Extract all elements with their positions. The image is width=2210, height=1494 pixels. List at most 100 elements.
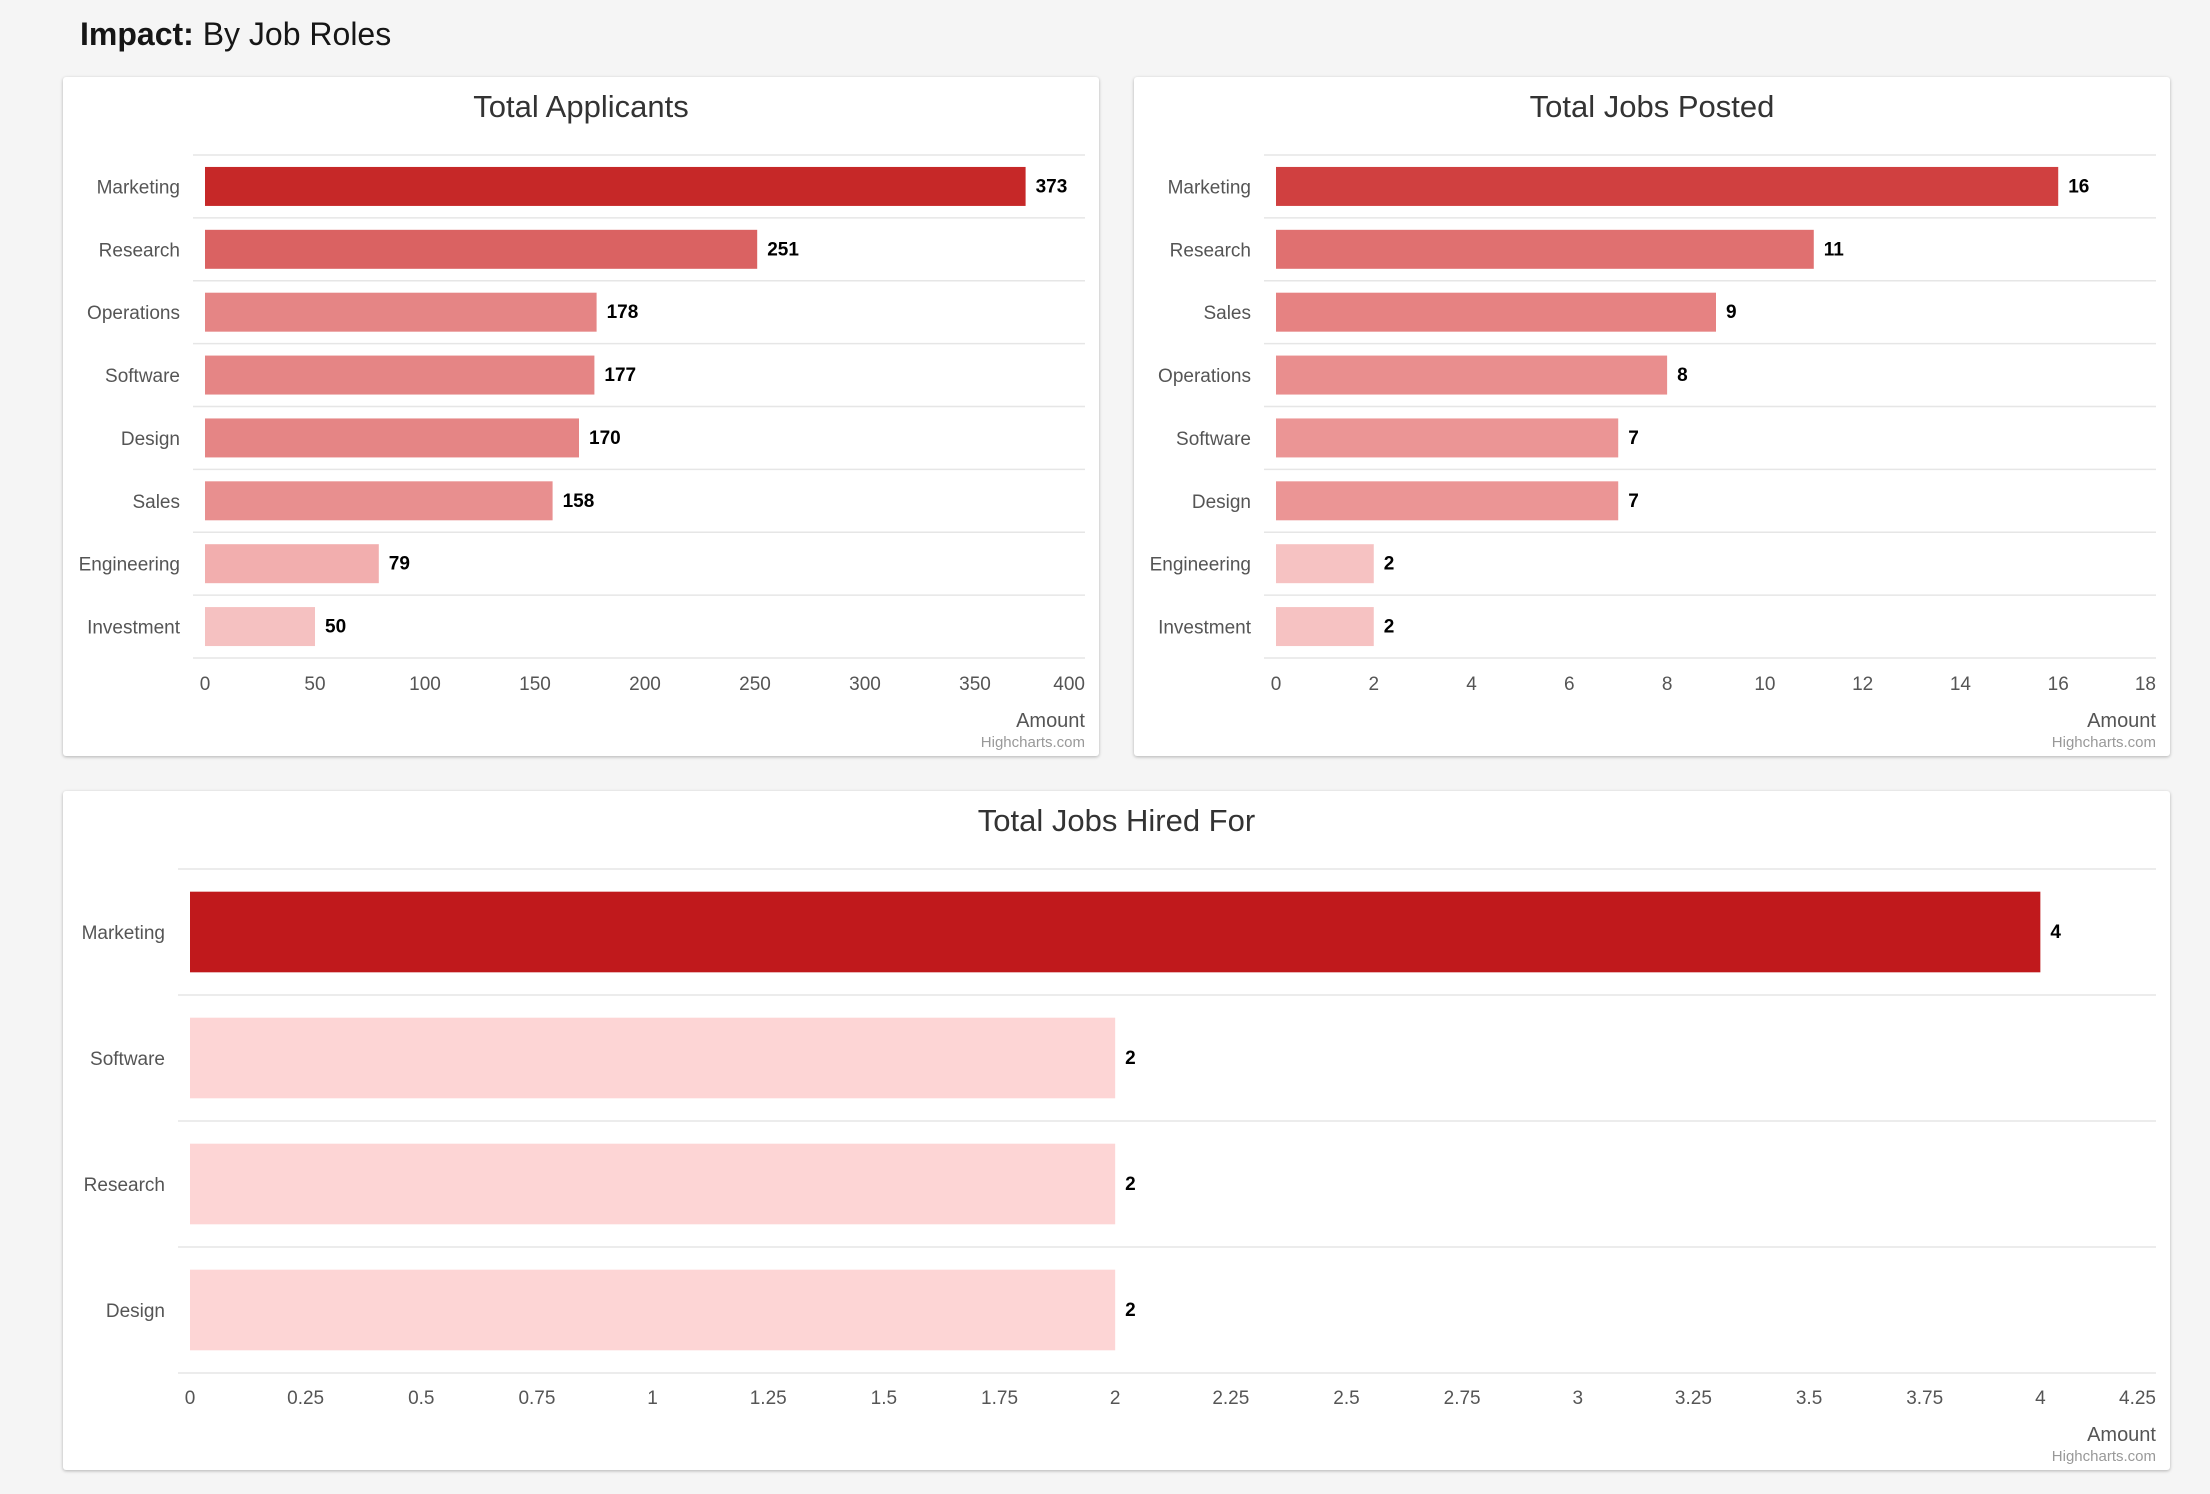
data-label: 9 <box>1726 302 1737 323</box>
category-label: Investment <box>87 618 181 639</box>
data-label: 251 <box>767 239 799 260</box>
bar-investment <box>1276 607 1374 647</box>
tick-label: 3.5 <box>1796 1388 1822 1409</box>
category-label: Marketing <box>82 923 165 944</box>
data-label: 2 <box>1125 1174 1136 1195</box>
bar-engineering <box>1276 544 1374 584</box>
bar-investment <box>205 607 315 647</box>
tick-label: 0.75 <box>518 1388 555 1409</box>
category-label: Engineering <box>79 555 180 576</box>
bar-sales <box>205 481 553 521</box>
data-label: 177 <box>604 365 636 386</box>
total-jobs-hired-chart: Total Jobs Hired For Marketing 4 Software 2 R… <box>82 803 2157 1465</box>
tick-label: 4 <box>1466 674 1477 695</box>
tick-label: 3 <box>1572 1388 1583 1409</box>
tick-label: 12 <box>1852 674 1873 695</box>
category-label: Investment <box>1158 618 1252 639</box>
tick-label: 150 <box>519 674 551 695</box>
data-label: 373 <box>1036 176 1068 197</box>
tick-label: 2 <box>1110 1388 1121 1409</box>
bar-sales <box>1276 292 1716 332</box>
data-label: 7 <box>1628 428 1639 449</box>
category-label: Research <box>99 240 180 261</box>
tick-label: 200 <box>629 674 661 695</box>
bar-design <box>1276 481 1619 521</box>
tick-label: 350 <box>959 674 991 695</box>
bar-software <box>190 1017 1116 1099</box>
total-applicants-chart: Total Applicants Marketing 373 Research 251 O… <box>79 89 1086 751</box>
data-label: 11 <box>1824 239 1845 260</box>
category-label: Design <box>121 429 180 450</box>
tick-label: 8 <box>1662 674 1673 695</box>
category-label: Software <box>1176 429 1251 450</box>
chart-title: Total Applicants <box>473 89 688 124</box>
tick-label: 1.75 <box>981 1388 1018 1409</box>
tick-label: 50 <box>304 674 325 695</box>
tick-label: 300 <box>849 674 881 695</box>
total-jobs-hired-card: Total Jobs Hired For Marketing 4 Software 2 R… <box>63 791 2170 1470</box>
data-label: 50 <box>325 617 346 638</box>
data-label: 16 <box>2068 176 2089 197</box>
page-heading-rest: By Job Roles <box>202 16 392 52</box>
data-label: 178 <box>607 302 639 323</box>
page-heading: Impact: By Job Roles <box>80 16 391 53</box>
bar-research <box>205 229 758 269</box>
data-label: 170 <box>589 428 621 449</box>
credits-link: Highcharts.com <box>2052 1448 2156 1465</box>
category-label: Marketing <box>97 177 180 198</box>
data-label: 2 <box>1125 1048 1136 1069</box>
total-jobs-posted-card: Total Jobs Posted Marketing 16 Research 11 Sa… <box>1134 77 2170 756</box>
data-label: 158 <box>563 491 595 512</box>
tick-label: 2.75 <box>1444 1388 1481 1409</box>
tick-label: 3.75 <box>1906 1388 1943 1409</box>
category-label: Design <box>1192 492 1251 513</box>
axis-title: Amount <box>2087 1424 2156 1446</box>
chart-title: Total Jobs Hired For <box>978 803 1255 838</box>
bar-design <box>205 418 579 458</box>
category-label: Sales <box>132 492 180 513</box>
category-label: Operations <box>1158 366 1251 387</box>
axis-title: Amount <box>2087 710 2156 732</box>
bar-research <box>1276 229 1814 269</box>
bar-marketing <box>1276 166 2059 206</box>
tick-label: 0 <box>200 674 211 695</box>
category-label: Software <box>90 1049 165 1070</box>
tick-label: 3.25 <box>1675 1388 1712 1409</box>
category-label: Research <box>1170 240 1251 261</box>
credits-link: Highcharts.com <box>981 734 1085 751</box>
data-label: 2 <box>1384 554 1395 575</box>
category-label: Design <box>106 1301 165 1322</box>
bar-software <box>1276 418 1619 458</box>
data-label: 2 <box>1125 1300 1136 1321</box>
tick-label: 6 <box>1564 674 1575 695</box>
tick-label: 2 <box>1368 674 1379 695</box>
bar-operations <box>205 292 597 332</box>
tick-label: 18 <box>2135 674 2156 695</box>
tick-label: 1.25 <box>750 1388 787 1409</box>
data-label: 8 <box>1677 365 1688 386</box>
category-label: Operations <box>87 303 180 324</box>
credits-link: Highcharts.com <box>2052 734 2156 751</box>
data-label: 7 <box>1628 491 1639 512</box>
tick-label: 100 <box>409 674 441 695</box>
category-label: Sales <box>1203 303 1251 324</box>
total-applicants-card: Total Applicants Marketing 373 Research 251 O… <box>63 77 1099 756</box>
bar-operations <box>1276 355 1668 395</box>
tick-label: 0.5 <box>408 1388 434 1409</box>
tick-label: 14 <box>1950 674 1972 695</box>
bar-engineering <box>205 544 379 584</box>
category-label: Research <box>84 1175 165 1196</box>
category-label: Engineering <box>1150 555 1251 576</box>
bar-research <box>190 1143 1116 1225</box>
total-jobs-posted-chart: Total Jobs Posted Marketing 16 Research 11 Sa… <box>1150 89 2157 751</box>
bar-design <box>190 1269 1116 1351</box>
page-heading-bold: Impact: <box>80 16 194 52</box>
axis-title: Amount <box>1016 710 1085 732</box>
tick-label: 2.25 <box>1212 1388 1249 1409</box>
bar-marketing <box>190 891 2041 973</box>
data-label: 79 <box>389 554 410 575</box>
tick-label: 1 <box>647 1388 658 1409</box>
category-label: Marketing <box>1168 177 1251 198</box>
data-label: 4 <box>2050 922 2061 943</box>
tick-label: 4 <box>2035 1388 2046 1409</box>
